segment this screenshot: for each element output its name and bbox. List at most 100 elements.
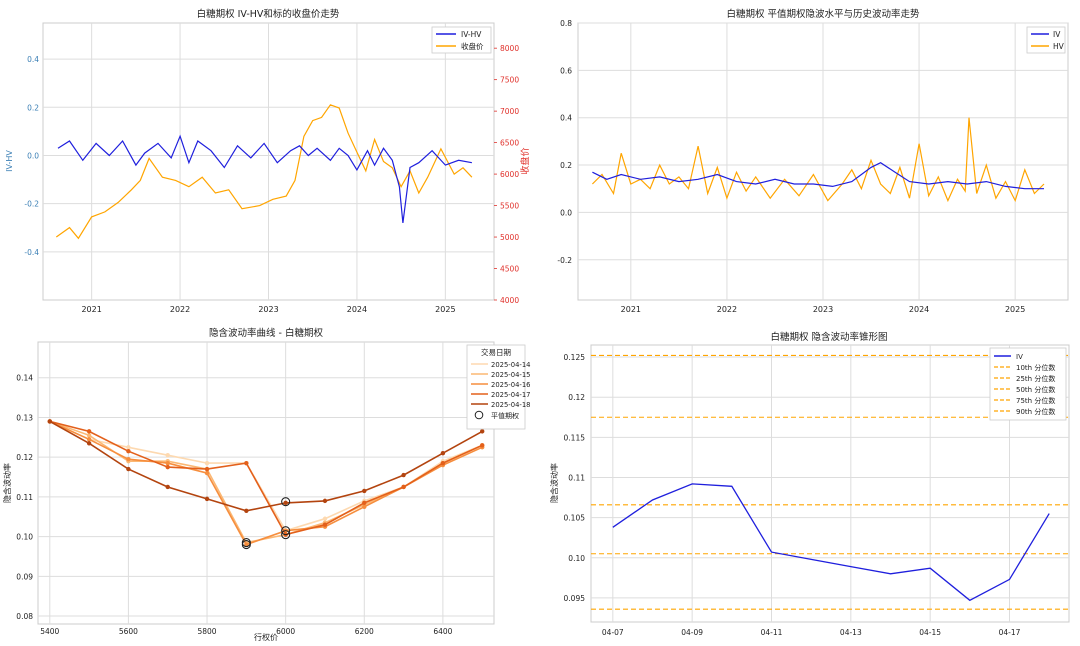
chart-3-plot-area [37, 341, 495, 625]
chart-2-ticks: 2021 2022 2023 2024 2025 -0.2 0.0 0.2 0.4 0.6 0.8 [557, 19, 1025, 314]
chart-2-y-tick-label: 0.8 [560, 19, 572, 28]
chart-2-y-tick-label: 0.2 [560, 161, 572, 170]
chart-3-series-line-2025-04-18 [49, 420, 483, 512]
chart-1-grid [43, 23, 494, 300]
chart-1-y-tick-label: 0.4 [27, 55, 39, 64]
chart-1-legend-iv-hv: IV-HV [461, 30, 482, 39]
chart-4-y-tick-label: 0.125 [564, 353, 586, 362]
chart-2-x-tick-label: 2024 [909, 305, 929, 314]
chart-1-y2-tick-label: 8000 [500, 44, 519, 53]
chart-4-x-tick-label: 04-11 [761, 628, 783, 637]
chart-1-y-tick-label: -0.4 [24, 248, 39, 257]
chart-3-point [322, 522, 328, 527]
chart-3-point [204, 470, 210, 476]
chart-1-close-line [55, 104, 473, 240]
chart-3-point [322, 498, 328, 504]
chart-4-y-tick-label: 0.10 [568, 554, 585, 563]
chart-3-point [283, 500, 288, 506]
chart-3-point [126, 466, 131, 472]
chart-1-ylabel: IV-HV [5, 150, 14, 172]
chart-3-point [86, 441, 92, 446]
chart-2-x-tick-label: 2022 [717, 305, 737, 314]
chart-4-title: 白糖期权 隐含波动率锥形图 [770, 331, 887, 343]
chart-3-atm-marker [281, 497, 291, 507]
chart-4-y-tick-label: 0.105 [564, 514, 586, 523]
chart-3-point [165, 464, 170, 470]
chart-3-y-tick-label: 0.13 [16, 413, 33, 422]
chart-4-x-tick-label: 04-09 [681, 628, 703, 637]
chart-3-legend-atm-marker [474, 410, 484, 420]
chart-2-y-tick-label: 0.6 [560, 66, 572, 75]
chart-3-x-tick-label: 5600 [119, 627, 138, 636]
chart-3-legend-label: 2025-04-17 [491, 391, 531, 399]
chart-1-y2label: 收盘价 [519, 147, 531, 174]
chart-4-plot-area [590, 344, 1070, 623]
chart-4-y-tick-label: 0.12 [568, 393, 585, 402]
chart-3-point [362, 500, 367, 506]
chart-3-title: 隐含波动率曲线 - 白糖期权 [209, 327, 323, 339]
chart-4-legend-label: 75th 分位数 [1016, 396, 1055, 405]
chart-4-legend-label: 50th 分位数 [1016, 385, 1055, 394]
chart-3-point [47, 419, 52, 424]
chart-1-y2-tick-label: 6000 [500, 170, 519, 179]
chart-3-point [86, 433, 92, 438]
chart-1-y-tick-label: 0.2 [27, 103, 39, 112]
chart-3-point [362, 504, 367, 510]
chart-3-point [204, 496, 210, 502]
chart-3-y-tick-label: 0.14 [16, 374, 33, 383]
chart-3: 5400 5600 5800 6000 6200 6400 0.08 0.09 0.10 0.11… [2, 327, 531, 642]
chart-2-y-tick-label: 0.0 [560, 208, 572, 217]
chart-3-atm-marker [281, 530, 291, 540]
chart-3-series-line-2025-04-17 [49, 420, 483, 536]
chart-3-x-tick-label: 6400 [433, 627, 452, 636]
chart-4-iv-line [612, 483, 1050, 602]
chart-3-point [86, 437, 92, 442]
chart-3-point [204, 460, 210, 466]
chart-3-legend-atm-label: 平值期权 [491, 411, 519, 420]
chart-3-point [244, 542, 249, 547]
chart-4-ylabel: 隐含波动率 [549, 463, 559, 503]
chart-1: 2021 2022 2023 2024 2025 -0.4 -0.2 0.0 0.2 0.4 400… [5, 8, 531, 314]
chart-1-x-tick-label: 2021 [81, 305, 101, 314]
chart-3-point [126, 445, 131, 450]
chart-1-y2-tick-label: 4500 [500, 265, 519, 274]
chart-3-atm-marker [241, 538, 251, 548]
chart-3-point [126, 449, 131, 454]
chart-3-legend-label: 2025-04-15 [491, 371, 531, 379]
chart-1-ticks: 2021 2022 2023 2024 2025 -0.4 -0.2 0.0 0.2 0.4 400… [24, 44, 519, 314]
chart-2-x-tick-label: 2021 [621, 305, 641, 314]
chart-2-lines [591, 117, 1045, 203]
chart-1-x-tick-label: 2024 [347, 305, 367, 314]
chart-4-y-tick-label: 0.115 [564, 433, 586, 442]
chart-3-point [362, 488, 367, 494]
chart-4-x-tick-label: 04-17 [999, 628, 1021, 637]
chart-2: 2021 2022 2023 2024 2025-0.20.00.20.40.60.8 … [557, 8, 1069, 314]
chart-3-ticks: 5400 5600 5800 6000 6200 6400 0.08 0.09 0.10 0.11… [16, 374, 452, 636]
chart-3-point [480, 429, 485, 434]
chart-4-x-tick-label: 04-15 [919, 628, 941, 637]
chart-3-point [244, 460, 249, 466]
chart-3-point [165, 452, 170, 458]
chart-2-legend-hv: HV [1053, 42, 1065, 51]
chart-3-lines [47, 419, 485, 550]
chart-3-y-tick-label: 0.12 [16, 453, 33, 462]
chart-1-legend-close: 收盘价 [461, 41, 484, 51]
chart-2-x-tick-label: 2025 [1005, 305, 1025, 314]
chart-3-legend-label: 2025-04-16 [491, 381, 531, 389]
chart-1-y2-tick-label: 4000 [500, 296, 519, 305]
chart-2-hv-line [591, 117, 1045, 203]
chart-3-x-tick-label: 6200 [355, 627, 374, 636]
chart-2-title: 白糖期权 平值期权隐波水平与历史波动率走势 [726, 8, 920, 20]
chart-4-y-tick-label: 0.11 [568, 473, 585, 482]
chart-2-legend: IV HV [1026, 26, 1066, 54]
chart-3-x-tick-label: 6000 [276, 627, 295, 636]
chart-1-y2-tick-label: 7000 [500, 107, 519, 116]
chart-2-iv-line [592, 162, 1044, 190]
chart-2-y-tick-label: -0.2 [557, 256, 572, 265]
chart-1-y-tick-label: -0.2 [24, 200, 39, 209]
chart-4-legend-label: 10th 分位数 [1016, 363, 1055, 372]
chart-4-x-tick-label: 04-07 [602, 628, 624, 637]
chart-1-title: 白糖期权 IV-HV和标的收盘价走势 [197, 8, 340, 20]
chart-4-x-tick-label: 04-13 [840, 628, 862, 637]
